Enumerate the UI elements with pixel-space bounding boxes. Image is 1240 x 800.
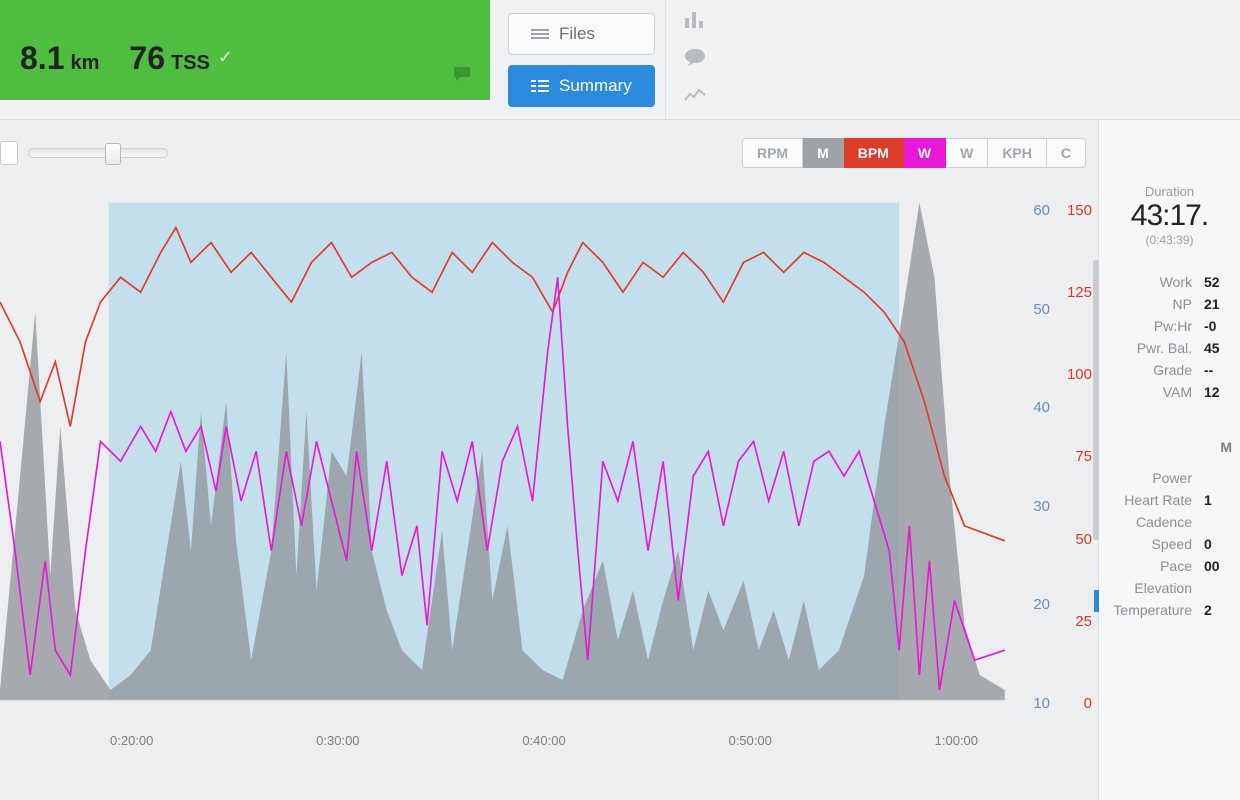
stat-key: Elevation <box>1099 580 1204 596</box>
bars-icon[interactable] <box>684 10 706 34</box>
chart-controls: RPMMBPMWWKPHC <box>0 132 1098 182</box>
toggle-rpm[interactable]: RPM <box>742 138 803 168</box>
panel-marker <box>1094 590 1099 612</box>
stat-key: Work <box>1099 274 1204 290</box>
tss-unit: TSS <box>171 52 210 75</box>
stat-key: Temperature <box>1099 602 1204 618</box>
stat-row: Temperature2 <box>1099 599 1240 621</box>
stat-row: Work52 <box>1099 271 1240 293</box>
side-icons <box>665 0 724 119</box>
toggle-c[interactable]: C <box>1047 138 1086 168</box>
stat-row: Pace00 <box>1099 555 1240 577</box>
summary-label: Summary <box>559 76 632 96</box>
files-icon <box>531 27 549 41</box>
zoom-slider[interactable] <box>0 141 168 165</box>
view-tabs: Files Summary <box>498 0 665 119</box>
stat-key: Pace <box>1099 558 1204 574</box>
slider-track[interactable] <box>28 148 168 158</box>
chart-svg <box>0 182 1098 741</box>
zoom-out-button[interactable] <box>0 141 18 165</box>
slider-thumb[interactable] <box>105 143 121 165</box>
tss-value: 76 <box>129 40 165 77</box>
stat-row: Elevation <box>1099 577 1240 599</box>
workout-summary-card[interactable]: 8.1 km 76 TSS ✓ <box>0 0 490 100</box>
toggle-m[interactable]: M <box>803 138 844 168</box>
stat-value: 52 <box>1204 274 1232 290</box>
stat-row: Speed0 <box>1099 533 1240 555</box>
distance-stat: 8.1 km <box>20 40 99 77</box>
top-bar: 8.1 km 76 TSS ✓ Files Summary <box>0 0 1240 120</box>
summary-tab[interactable]: Summary <box>508 65 655 107</box>
summary-icon <box>531 79 549 93</box>
main: RPMMBPMWWKPHC 605040302010 1501251007550… <box>0 120 1240 800</box>
tss-stat: 76 TSS ✓ <box>129 40 233 77</box>
stat-value: 0 <box>1204 536 1232 552</box>
stat-row: NP21 <box>1099 293 1240 315</box>
stat-value: 2 <box>1204 602 1232 618</box>
duration-box: Duration 43:17. (0:43:39) <box>1099 170 1240 265</box>
stat-key: VAM <box>1099 384 1204 400</box>
stat-key: Pwr. Bal. <box>1099 340 1204 356</box>
files-label: Files <box>559 24 595 44</box>
stats-bottom: PowerHeart Rate1CadenceSpeed0Pace00Eleva… <box>1099 461 1240 627</box>
y-axis-elevation: 605040302010 <box>1033 202 1050 712</box>
x-axis-time: 0:20:000:30:000:40:000:50:001:00:00 <box>0 733 1008 748</box>
stat-key: Power <box>1099 470 1204 486</box>
stat-value: 1 <box>1204 492 1232 508</box>
stat-value: 21 <box>1204 296 1232 312</box>
stats-top: Work52NP21Pw:Hr-0Pwr. Bal.45Grade--VAM12 <box>1099 265 1240 409</box>
stat-row: VAM12 <box>1099 381 1240 403</box>
stat-value: -- <box>1204 362 1232 378</box>
line-chart-icon[interactable] <box>684 86 706 110</box>
stat-row: Pwr. Bal.45 <box>1099 337 1240 359</box>
toggle-w[interactable]: W <box>904 138 946 168</box>
distance-unit: km <box>70 52 99 75</box>
duration-value: 43:17. <box>1099 199 1240 233</box>
stat-key: NP <box>1099 296 1204 312</box>
stat-key: Speed <box>1099 536 1204 552</box>
stat-key: Pw:Hr <box>1099 318 1204 334</box>
comment-icon[interactable] <box>452 65 472 88</box>
check-icon: ✓ <box>218 47 233 68</box>
stat-key: Cadence <box>1099 514 1204 530</box>
stats-side-panel: Duration 43:17. (0:43:39) Work52NP21Pw:H… <box>1098 120 1240 800</box>
chat-icon[interactable] <box>684 48 706 72</box>
y-axis-bpm: 1501251007550250 <box>1067 202 1092 712</box>
stat-value: 45 <box>1204 340 1232 356</box>
duration-sub: (0:43:39) <box>1099 233 1240 247</box>
stat-value: 12 <box>1204 384 1232 400</box>
stat-key: Grade <box>1099 362 1204 378</box>
distance-value: 8.1 <box>20 40 64 77</box>
files-tab[interactable]: Files <box>508 13 655 55</box>
stat-row: Heart Rate1 <box>1099 489 1240 511</box>
chart-panel: RPMMBPMWWKPHC 605040302010 1501251007550… <box>0 120 1098 800</box>
duration-label: Duration <box>1099 184 1240 199</box>
metrics-header: M <box>1099 439 1240 461</box>
toggle-kph[interactable]: KPH <box>988 138 1047 168</box>
stat-row: Cadence <box>1099 511 1240 533</box>
metric-toggle-group: RPMMBPMWWKPHC <box>742 138 1086 168</box>
toggle-w[interactable]: W <box>946 138 988 168</box>
stat-row: Power <box>1099 467 1240 489</box>
stat-row: Grade-- <box>1099 359 1240 381</box>
toggle-bpm[interactable]: BPM <box>844 138 904 168</box>
stat-row: Pw:Hr-0 <box>1099 315 1240 337</box>
stat-value: -0 <box>1204 318 1232 334</box>
stat-value: 00 <box>1204 558 1232 574</box>
chart-area[interactable]: 605040302010 1501251007550250 0:20:000:3… <box>0 182 1098 762</box>
stat-key: Heart Rate <box>1099 492 1204 508</box>
